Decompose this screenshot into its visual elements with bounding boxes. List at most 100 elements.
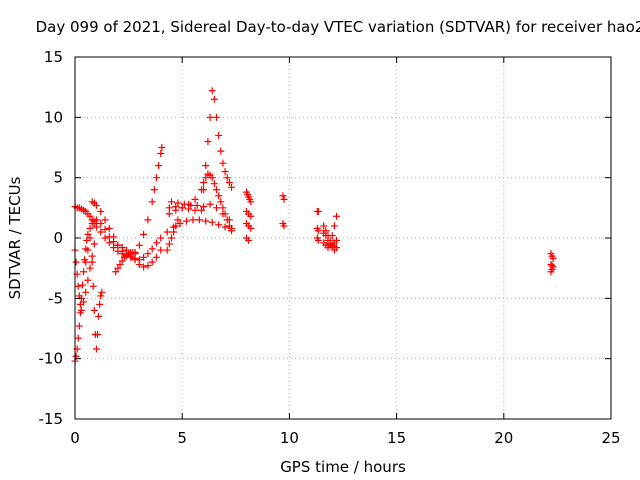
data-point [324, 236, 332, 244]
y-tick-label: -10 [39, 350, 64, 368]
grid-lines [75, 57, 611, 419]
y-tick-label: 15 [44, 48, 63, 66]
x-tick-label: 20 [494, 429, 513, 447]
data-point [80, 298, 88, 306]
data-point [228, 183, 236, 191]
data-point [174, 199, 182, 207]
data-point [82, 258, 90, 266]
data-point [92, 216, 100, 224]
data-point [210, 95, 218, 103]
data-point [206, 200, 214, 208]
data-point [148, 258, 156, 266]
data-point [140, 230, 148, 238]
data-point [92, 345, 100, 353]
data-point [135, 261, 143, 269]
data-point [110, 244, 118, 252]
data-series-4 [82, 234, 106, 353]
data-point [170, 228, 178, 236]
data-point [193, 201, 201, 209]
data-point [165, 204, 173, 212]
data-point [247, 212, 255, 220]
data-point [333, 244, 341, 252]
data-point [97, 228, 105, 236]
data-point [72, 258, 80, 266]
data-point [322, 232, 330, 240]
data-point [86, 264, 94, 272]
data-point [197, 186, 205, 194]
data-point [80, 268, 88, 276]
data-point [213, 204, 221, 212]
axis-ticks: 0 5 10 15 20 25 -15 -10 -5 0 5 10 15 [39, 48, 621, 447]
data-point [213, 186, 221, 194]
data-points [71, 87, 557, 365]
data-point [178, 204, 186, 212]
data-point [219, 210, 227, 218]
data-point [314, 207, 322, 215]
data-point [167, 198, 175, 206]
data-point [215, 221, 223, 229]
data-point [152, 239, 160, 247]
data-point [165, 210, 173, 218]
x-tick-label: 25 [601, 429, 620, 447]
data-series-11 [243, 188, 255, 244]
y-axis-label: SDTVAR / TECUs [6, 176, 24, 299]
data-point [118, 247, 126, 255]
data-point [148, 198, 156, 206]
data-point [74, 282, 82, 290]
data-point [155, 162, 163, 170]
x-tick-label: 15 [387, 429, 406, 447]
data-point [172, 222, 180, 230]
data-point [110, 233, 118, 241]
data-point [75, 322, 83, 330]
data-point [86, 224, 94, 232]
data-point [280, 195, 288, 203]
data-point [84, 276, 92, 284]
x-tick-label: 10 [280, 429, 299, 447]
y-tick-label: 5 [53, 169, 63, 187]
data-point [279, 192, 287, 200]
data-point [105, 239, 113, 247]
data-point [320, 222, 328, 230]
data-point [86, 212, 94, 220]
data-point [88, 258, 96, 266]
data-point [202, 217, 210, 225]
data-point [195, 216, 203, 224]
data-point [333, 236, 341, 244]
y-tick-label: -5 [48, 289, 63, 307]
data-point [215, 192, 223, 200]
data-point [79, 281, 87, 289]
data-point [217, 147, 225, 155]
data-point [131, 250, 139, 258]
data-point [150, 186, 158, 194]
data-point [202, 174, 210, 182]
data-point [157, 234, 165, 242]
data-point [90, 306, 98, 314]
data-point [163, 228, 171, 236]
data-point [114, 264, 122, 272]
data-point [247, 198, 255, 206]
data-point [204, 137, 212, 145]
x-tick-label: 5 [177, 429, 187, 447]
data-point [225, 222, 233, 230]
data-point [189, 216, 197, 224]
data-point [157, 246, 165, 254]
data-point [549, 255, 557, 263]
data-point [97, 220, 105, 228]
data-point [148, 245, 156, 253]
data-point [86, 234, 94, 242]
data-point [197, 206, 205, 214]
data-point [228, 227, 236, 235]
data-point [245, 236, 253, 244]
data-point [225, 216, 233, 224]
data-point [165, 240, 173, 248]
data-point [333, 212, 341, 220]
data-point [247, 224, 255, 232]
data-point [172, 206, 180, 214]
data-point [114, 241, 122, 249]
data-series-7 [165, 87, 236, 214]
data-point [225, 178, 233, 186]
data-series-12 [279, 192, 288, 230]
data-point [152, 253, 160, 261]
data-point [208, 174, 216, 182]
data-series-15 [547, 250, 557, 276]
